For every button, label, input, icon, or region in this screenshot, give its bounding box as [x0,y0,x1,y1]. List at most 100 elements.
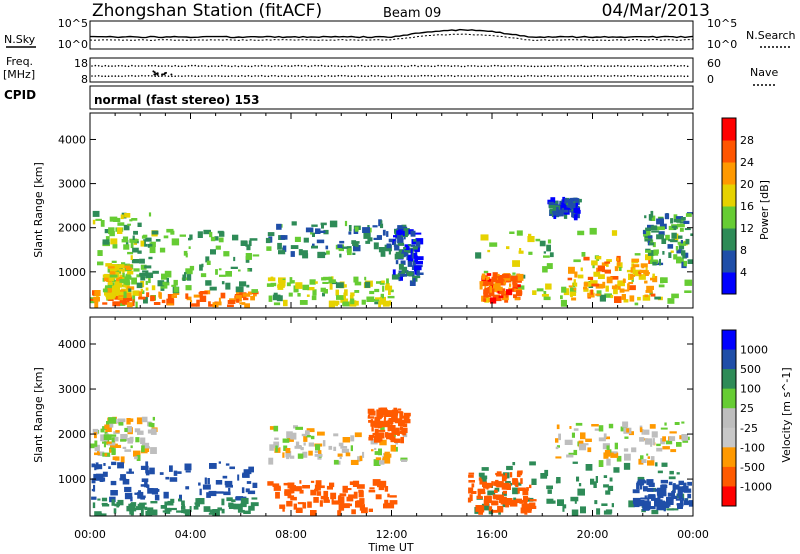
echo-cell [414,247,420,252]
echo-cell [401,459,408,462]
echo-cell [568,266,575,274]
nave-dot [144,65,146,67]
echo-cell [351,240,357,244]
echo-cell [651,255,654,262]
echo-cell [282,508,285,512]
echo-cell [639,427,643,433]
echo-cell [103,434,112,441]
echo-cell [587,292,595,298]
echo-cell [367,416,375,419]
echo-cell [598,425,604,432]
nave-dot [530,65,533,67]
echo-cell [409,280,416,286]
echo-cell [401,420,405,425]
echo-cell [111,292,120,295]
echo-cell [596,508,601,515]
echo-cell [318,450,322,454]
nave-dot [97,65,100,67]
echo-cell [548,205,555,209]
freq-dot [207,75,210,77]
nave-dot [330,65,333,67]
echo-cell [303,442,306,446]
echo-cell [374,451,381,455]
echo-cell [504,498,513,505]
echo-cell [140,509,144,516]
nave-dot [427,65,429,67]
echo-cell [119,279,128,283]
echo-cell [572,461,578,464]
freq-dot [330,75,333,77]
nave-dot [533,65,536,68]
nave-dot [104,64,107,67]
velocity-colorbar-label: Velocity [m s^-1] [780,367,793,462]
nsearch-tick-bottom: 10^0 [707,38,737,51]
echo-cell [483,270,489,274]
echo-cell [539,240,546,247]
echo-cell [667,492,673,497]
echo-cell [486,482,493,488]
nave-dot [94,64,97,67]
echo-cell [323,499,330,503]
echo-cell [147,488,154,494]
freq-dot [201,75,203,77]
echo-cell [503,486,511,490]
echo-cell [172,292,180,295]
nsky-panel-frame [89,20,694,50]
echo-cell [564,207,572,210]
echo-cell [585,438,592,442]
nave-dot [434,65,436,68]
echo-cell [390,436,396,443]
echo-cell [483,499,489,506]
echo-cell [165,476,170,480]
echo-cell [475,252,482,259]
echo-cell [221,508,225,514]
echo-cell [517,470,523,476]
echo-cell [123,281,131,285]
nave-dot [540,65,543,67]
echo-cell [628,500,635,508]
echo-cell [381,421,390,428]
echo-cell [568,209,572,213]
freq-dot [410,75,413,77]
power-colorbar-label: Power [dB] [758,180,771,240]
echo-cell [185,268,193,275]
freq-dot [397,75,400,77]
echo-cell [94,301,99,308]
freq-dot [304,75,306,77]
echo-cell [160,505,167,509]
echo-cell [671,491,675,498]
nave-dot [374,65,376,67]
echo-cell [578,483,582,487]
echo-cell [520,478,523,484]
echo-cell [614,284,621,290]
echo-cell [100,428,105,433]
echo-cell [380,223,384,229]
echo-cell [97,451,105,456]
echo-cell [400,415,403,420]
echo-cell [315,444,321,451]
freq-dot [181,75,183,77]
echo-cell [348,225,352,232]
echo-cell [118,418,126,423]
echo-cell [306,428,315,433]
echo-cell [127,437,133,444]
echo-cell [141,495,146,499]
freq-dot [587,75,589,77]
freq-dot [244,75,246,77]
echo-cell [412,278,416,283]
echo-cell [215,269,218,275]
echo-cell [124,213,131,218]
nave-dot [250,65,253,68]
echo-cell [493,298,500,301]
echo-cell [616,455,622,462]
echo-cell [322,440,326,447]
echo-cell [377,414,383,418]
echo-cell [190,300,193,303]
echo-cell [229,466,235,470]
echo-cell [372,432,381,435]
echo-cell [591,260,598,266]
nave-dot [367,65,370,68]
echo-cell [665,440,673,445]
echo-cell [614,296,622,303]
echo-cell [546,244,551,252]
